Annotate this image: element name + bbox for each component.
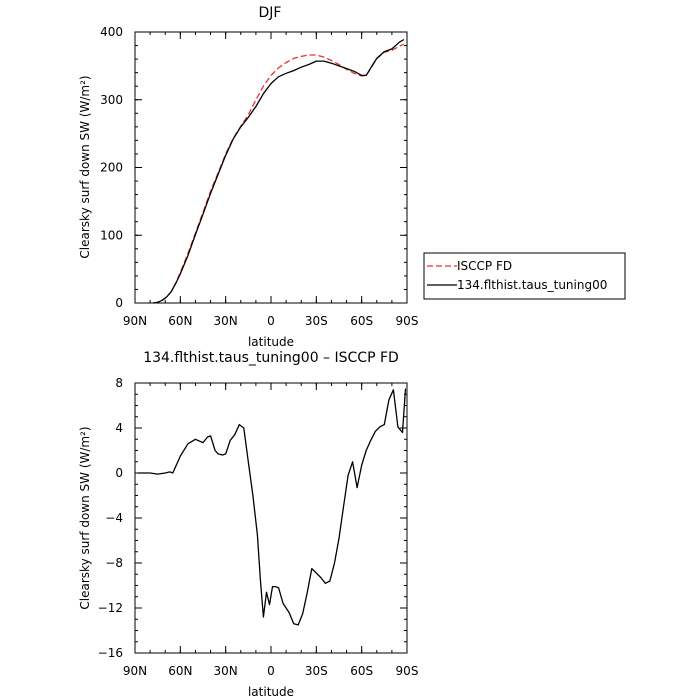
y-tick-label: 4 [115,421,123,435]
y-tick-label: 400 [100,25,123,39]
bottom-x-tick-labels: 90N 60N 30N 0 30S 60S 90S [123,664,419,678]
x-tick-label: 60N [168,314,192,328]
y-tick-label: 0 [115,466,123,480]
bottom-x-axis-label: latitude [248,685,294,699]
series-line-difference [138,388,407,626]
legend-box [423,252,626,300]
y-tick-label: 8 [115,376,123,390]
legend-label-model: 134.flthist.taus_tuning00 [457,278,607,292]
top-y-tick-labels: 0 100 200 300 400 [100,25,123,310]
y-tick-label: −8 [105,556,123,570]
top-y-axis-label: Clearsky surf down SW (W/m²) [78,75,92,258]
x-tick-label: 60S [350,664,373,678]
top-plot-frame [134,31,408,304]
x-tick-label: 90S [396,314,419,328]
bottom-panel-title: 134.flthist.taus_tuning00 – ISCCP FD [143,350,399,366]
legend-label-isccp: ISCCP FD [457,259,512,273]
y-tick-label: 100 [100,228,123,242]
bottom-tick-marks [134,382,408,654]
series-line-model [153,38,405,304]
x-tick-label: 90S [396,664,419,678]
top-series-lines [153,38,405,304]
series-line-isccp [153,43,405,304]
x-tick-label: 30N [214,664,238,678]
top-x-tick-labels: 90N 60N 30N 0 30S 60S 90S [123,314,419,328]
x-tick-label: 0 [267,664,275,678]
bottom-plot-frame [134,382,408,654]
x-tick-label: 30N [214,314,238,328]
top-panel: DJF 0 100 200 300 400 90N 60N 30N 0 30S 60S 90S la… [78,5,418,349]
y-tick-label: 0 [115,296,123,310]
top-tick-marks [134,31,408,304]
top-panel-title: DJF [259,5,282,21]
y-tick-label: −4 [105,511,123,525]
x-tick-label: 90N [123,314,147,328]
bottom-panel: 134.flthist.taus_tuning00 – ISCCP FD −16… [78,350,418,699]
bottom-series-lines [138,388,407,626]
y-tick-label: −16 [98,646,123,660]
y-tick-label: 200 [100,161,123,175]
x-tick-label: 30S [305,664,328,678]
bottom-y-axis-label: Clearsky surf down SW (W/m²) [78,426,92,609]
top-x-axis-label: latitude [248,335,294,349]
x-tick-label: 90N [123,664,147,678]
x-tick-label: 30S [305,314,328,328]
x-tick-label: 60N [168,664,192,678]
y-tick-label: 300 [100,93,123,107]
x-tick-label: 0 [267,314,275,328]
y-tick-label: −12 [98,601,123,615]
bottom-y-tick-labels: −16 −12 −8 −4 0 4 8 [98,376,123,660]
legend: ISCCP FD 134.flthist.taus_tuning00 [423,252,626,300]
x-tick-label: 60S [350,314,373,328]
